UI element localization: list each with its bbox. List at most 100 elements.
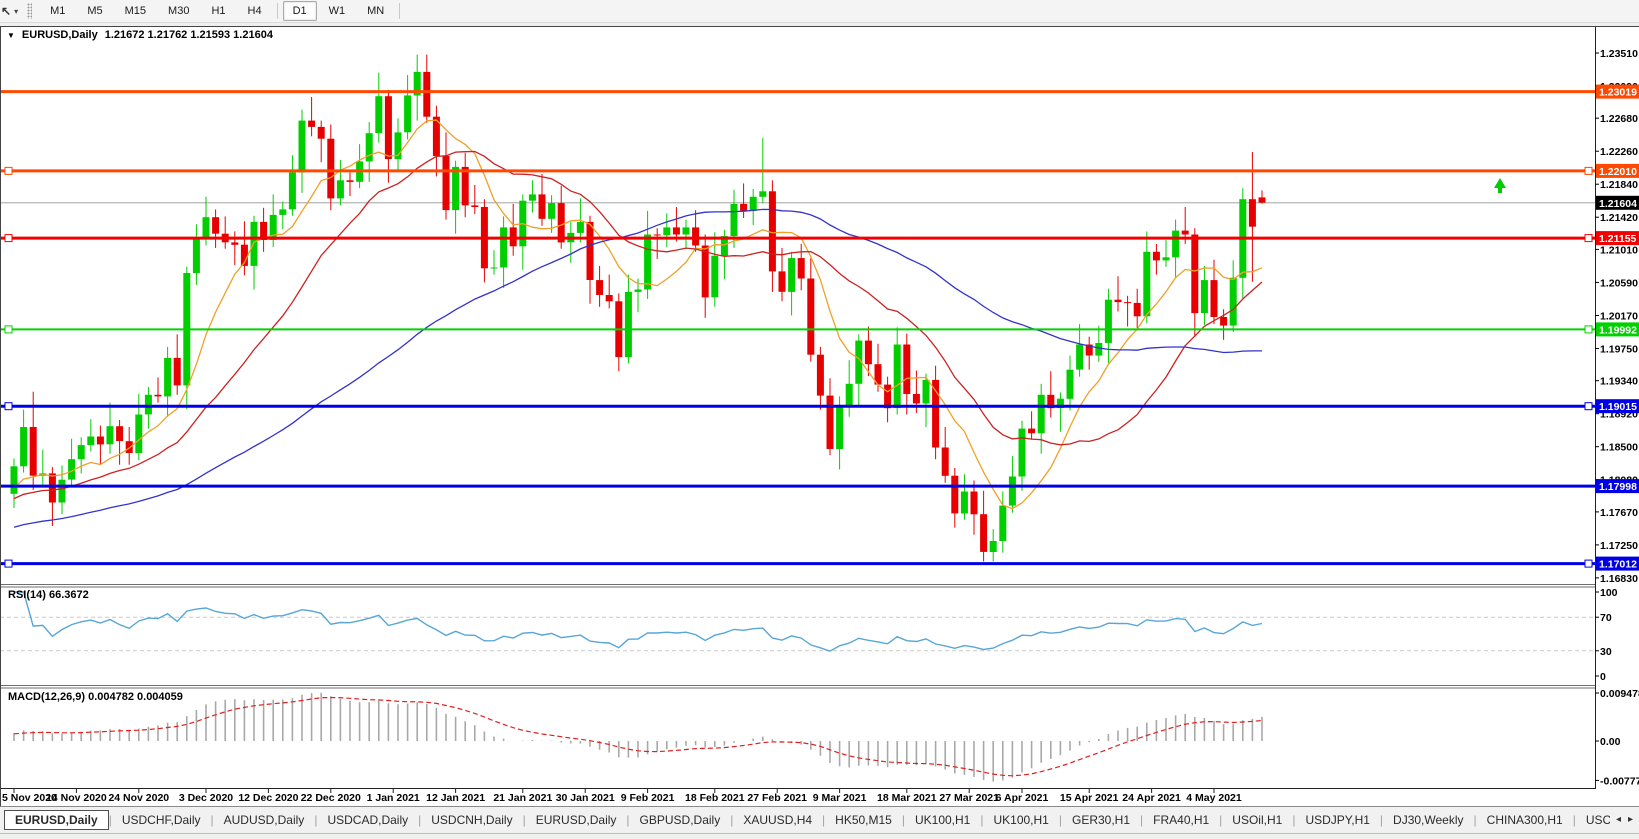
svg-text:15 Apr 2021: 15 Apr 2021 xyxy=(1060,792,1119,804)
chart-tab-hk50-m15[interactable]: HK50,M15 xyxy=(835,813,892,827)
svg-text:22 Dec 2020: 22 Dec 2020 xyxy=(301,792,361,804)
line-drag-handle[interactable] xyxy=(4,402,13,411)
toolbar-grip-handle[interactable] xyxy=(27,3,33,19)
cursor-tool-button[interactable]: ↖ ▾ xyxy=(0,1,22,21)
chart-tab-xauusd-h4[interactable]: XAUUSD,H4 xyxy=(743,813,813,827)
tab-separator: | xyxy=(730,813,734,827)
chart-tab-fra40-h1[interactable]: FRA40,H1 xyxy=(1153,813,1210,827)
svg-text:5 Nov 2020: 5 Nov 2020 xyxy=(2,792,57,804)
chart-title-dropdown-icon[interactable]: ▼ xyxy=(7,30,15,40)
chart-title: ▼ EURUSD,Daily 1.21672 1.21762 1.21593 1… xyxy=(7,29,273,41)
price-level-badge xyxy=(1596,163,1639,178)
chart-tab-usoil-h1[interactable]: USOil,H1 xyxy=(1232,813,1283,827)
timeframe-button-m15[interactable]: M15 xyxy=(124,5,147,17)
chart-tab-dj30-weekly[interactable]: DJ30,Weekly xyxy=(1393,813,1464,827)
chart-tab-uk100-h1[interactable]: UK100,H1 xyxy=(993,813,1049,827)
timeframe-button-group: M1 M5 M15 M30 H1 H4 D1 W1 MN xyxy=(39,0,404,22)
timeframe-button-d1[interactable]: D1 xyxy=(282,1,317,21)
tab-scroll-left-button[interactable]: ◂ xyxy=(1615,814,1621,825)
chart-tab-usc[interactable]: USC xyxy=(1585,813,1610,827)
up-arrow-marker[interactable] xyxy=(1494,178,1506,193)
price-level-badge xyxy=(1596,556,1639,571)
chart-tabs-bar: EURUSD,Daily | USDCHF,Daily | AUDUSD,Daily | U… xyxy=(0,806,1639,834)
line-drag-handle[interactable] xyxy=(4,559,13,568)
svg-text:1.17012: 1.17012 xyxy=(1599,559,1637,571)
timeframe-button-w1[interactable]: W1 xyxy=(328,5,346,17)
chart-background xyxy=(0,26,1639,806)
svg-text:1.19340: 1.19340 xyxy=(1600,376,1638,388)
chart-tab-usdchf-daily[interactable]: USDCHF,Daily xyxy=(121,813,201,827)
timeframe-button-m1[interactable]: M1 xyxy=(50,5,66,17)
chart-title-ohlc: 1.21672 1.21762 1.21593 1.21604 xyxy=(104,29,273,41)
line-drag-handle[interactable] xyxy=(1584,402,1593,411)
chart-tabs-list: EURUSD,Daily | USDCHF,Daily | AUDUSD,Daily | U… xyxy=(0,807,1610,833)
line-drag-handle[interactable] xyxy=(1584,559,1593,568)
line-drag-handle[interactable] xyxy=(4,234,13,243)
tab-separator: | xyxy=(626,813,630,827)
svg-text:1.20590: 1.20590 xyxy=(1600,277,1638,289)
tab-separator: | xyxy=(1140,813,1144,827)
tab-separator: | xyxy=(314,813,318,827)
macd-pane: 0.009478 0.00 -0.007778 xyxy=(13,688,1639,787)
svg-text:1.22260: 1.22260 xyxy=(1600,146,1638,158)
tab-separator: | xyxy=(1379,813,1384,827)
macd-signal-line xyxy=(13,696,1263,777)
svg-text:1.23510: 1.23510 xyxy=(1600,48,1638,60)
tab-separator: | xyxy=(1219,813,1223,827)
chart-tab-ger30-h1[interactable]: GER30,H1 xyxy=(1071,813,1131,827)
svg-text:-0.007778: -0.007778 xyxy=(1600,775,1639,787)
dropdown-caret-icon: ▾ xyxy=(14,6,19,16)
price-level-badge xyxy=(1596,231,1639,246)
line-drag-handle[interactable] xyxy=(1584,166,1593,175)
tab-separator: | xyxy=(1473,813,1477,827)
svg-text:21 Jan 2021: 21 Jan 2021 xyxy=(493,792,552,804)
line-drag-handle[interactable] xyxy=(1584,234,1593,243)
top-toolbar: ↖ ▾ M1 M5 M15 M30 H1 H4 D1 W1 MN xyxy=(0,0,1639,23)
chart-tab-eurusd-daily[interactable]: EURUSD,Daily xyxy=(4,810,109,830)
timeframe-button-m5[interactable]: M5 xyxy=(87,5,103,17)
svg-text:1.20170: 1.20170 xyxy=(1600,310,1638,322)
tab-separator: | xyxy=(901,813,905,827)
timeframe-button-h4[interactable]: H4 xyxy=(247,5,262,17)
chart-tab-china300-h1[interactable]: CHINA300,H1 xyxy=(1486,813,1563,827)
tab-scroll-arrows: ◂ ▸ xyxy=(1612,807,1636,833)
chart-tab-usdjpy-h1[interactable]: USDJPY,H1 xyxy=(1305,813,1370,827)
tab-separator: | xyxy=(980,813,984,827)
svg-text:18 Feb 2021: 18 Feb 2021 xyxy=(685,792,745,804)
svg-text:1 Jan 2021: 1 Jan 2021 xyxy=(367,792,420,804)
chart-tab-audusd-daily[interactable]: AUDUSD,Daily xyxy=(223,813,305,827)
macd-indicator-label: MACD(12,26,9) 0.004782 0.004059 xyxy=(8,691,183,703)
line-drag-handle[interactable] xyxy=(4,325,13,334)
price-level-badge xyxy=(1596,479,1639,494)
chart-tab-gbpusd-daily[interactable]: GBPUSD,Daily xyxy=(639,813,721,827)
tab-separator: | xyxy=(108,813,112,827)
chart-tab-uk100-h1[interactable]: UK100,H1 xyxy=(914,813,971,827)
chart-tab-eurusd-daily[interactable]: EURUSD,Daily xyxy=(535,813,617,827)
chart-canvas[interactable]: 1.235101.230901.226801.222601.218401.214… xyxy=(0,0,1639,812)
price-level-badge xyxy=(1596,399,1639,414)
rsi-pane: 100 70 30 0 xyxy=(0,587,1618,683)
tab-separator: | xyxy=(210,813,214,827)
svg-text:1.22010: 1.22010 xyxy=(1599,166,1637,178)
tab-separator: | xyxy=(822,813,826,827)
timeframe-button-h1[interactable]: H1 xyxy=(211,5,226,17)
svg-text:1.21420: 1.21420 xyxy=(1600,212,1638,224)
line-drag-handle[interactable] xyxy=(4,166,13,175)
timeframe-button-m30[interactable]: M30 xyxy=(168,5,190,17)
svg-text:1.23019: 1.23019 xyxy=(1599,87,1637,99)
chart-tab-usdcad-daily[interactable]: USDCAD,Daily xyxy=(327,813,409,827)
chart-title-symbol: EURUSD,Daily xyxy=(21,29,98,41)
timeframe-button-mn[interactable]: MN xyxy=(367,5,385,17)
support-resistance-lines[interactable] xyxy=(0,90,1595,568)
svg-text:1.19015: 1.19015 xyxy=(1599,401,1637,413)
svg-text:24 Nov 2020: 24 Nov 2020 xyxy=(108,792,169,804)
svg-text:1.17998: 1.17998 xyxy=(1599,481,1637,493)
line-drag-handle[interactable] xyxy=(1584,325,1593,334)
chart-tab-usdcnh-daily[interactable]: USDCNH,Daily xyxy=(431,813,513,827)
svg-text:30: 30 xyxy=(1600,646,1612,658)
svg-text:1.22680: 1.22680 xyxy=(1600,113,1638,125)
rsi-line xyxy=(14,591,1263,652)
tab-scroll-right-button[interactable]: ▸ xyxy=(1627,814,1633,825)
price-axis[interactable]: 1.235101.230901.226801.222601.218401.214… xyxy=(1595,26,1639,789)
